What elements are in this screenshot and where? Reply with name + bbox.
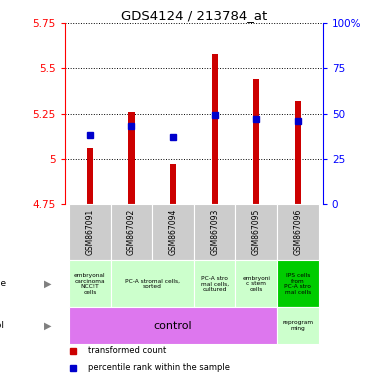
Bar (211, 54, 218, 204)
Text: cell type: cell type (0, 280, 6, 288)
Bar (69, 260, 111, 308)
Bar (277, 204, 319, 260)
Text: transformed count: transformed count (88, 346, 166, 355)
Text: ▶: ▶ (44, 321, 52, 331)
Text: control: control (154, 321, 193, 331)
Bar (277, 308, 319, 344)
Bar (128, 112, 135, 204)
Bar (236, 204, 277, 260)
Text: reprogram
ming: reprogram ming (282, 320, 313, 331)
Bar (87, 148, 93, 204)
Text: percentile rank within the sample: percentile rank within the sample (88, 363, 230, 372)
Bar (194, 204, 236, 260)
Text: PC-A stromal cells,
sorted: PC-A stromal cells, sorted (125, 278, 180, 289)
Bar (194, 260, 236, 308)
Bar (170, 164, 176, 204)
Bar (295, 101, 301, 204)
Text: ▶: ▶ (44, 279, 52, 289)
Bar (253, 79, 259, 204)
Bar (69, 308, 277, 344)
Bar (111, 260, 194, 308)
Bar (152, 204, 194, 260)
Bar (236, 260, 277, 308)
Bar (277, 260, 319, 308)
Title: GDS4124 / 213784_at: GDS4124 / 213784_at (121, 9, 267, 22)
Text: embryonal
carcinoma
NCC!T
cells: embryonal carcinoma NCC!T cells (74, 273, 106, 295)
Text: GSM867095: GSM867095 (252, 209, 261, 255)
Text: GSM867093: GSM867093 (210, 209, 219, 255)
Text: PC-A stro
mal cells,
cultured: PC-A stro mal cells, cultured (201, 276, 229, 292)
Text: protocol: protocol (0, 321, 4, 330)
Text: GSM867092: GSM867092 (127, 209, 136, 255)
Bar (111, 204, 152, 260)
Text: GSM867096: GSM867096 (293, 209, 302, 255)
Bar (69, 204, 111, 260)
Text: IPS cells
from
PC-A stro
mal cells: IPS cells from PC-A stro mal cells (285, 273, 311, 295)
Text: GSM867094: GSM867094 (168, 209, 178, 255)
Text: embryoni
c stem
cells: embryoni c stem cells (242, 276, 270, 292)
Text: GSM867091: GSM867091 (85, 209, 94, 255)
